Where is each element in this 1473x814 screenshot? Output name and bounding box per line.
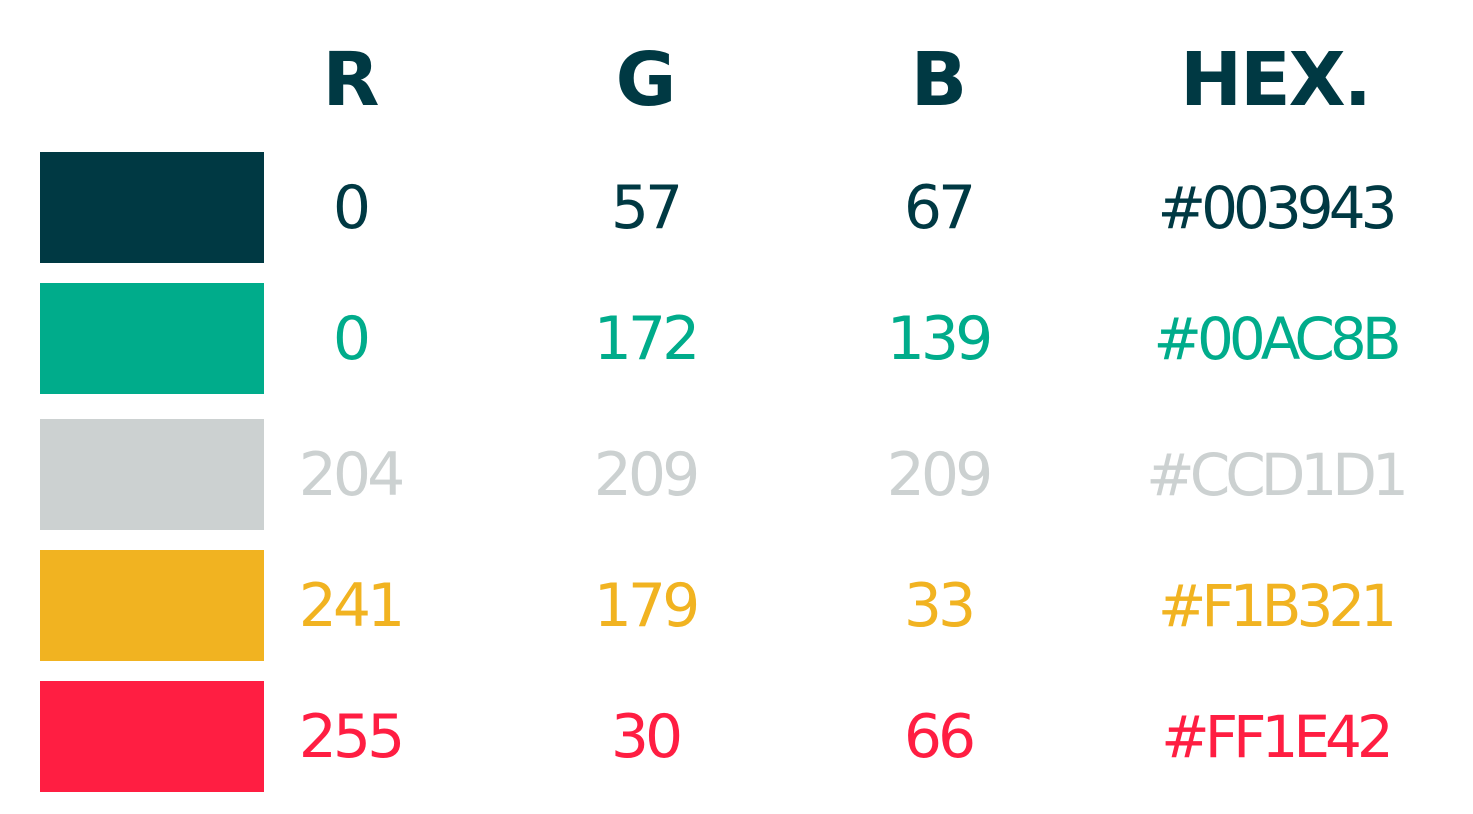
header-hex: HEX. (1180, 37, 1372, 123)
header-b: B (910, 37, 967, 123)
b-value: 33 (903, 570, 976, 641)
hex-value: #FF1E42 (1161, 702, 1394, 771)
hex-value: #00AC8B (1153, 304, 1401, 373)
g-value: 30 (610, 701, 683, 772)
color-swatch (40, 419, 264, 530)
g-value: 209 (593, 439, 701, 510)
b-value: 66 (903, 701, 976, 772)
r-value: 204 (298, 439, 406, 510)
color-row: 0 172 139 #00AC8B (0, 283, 1473, 394)
g-value: 172 (593, 303, 701, 374)
header-r: R (322, 37, 380, 123)
b-value: 209 (886, 439, 994, 510)
r-value: 0 (332, 303, 371, 374)
g-value: 179 (593, 570, 701, 641)
b-value: 67 (903, 172, 976, 243)
color-row: 0 57 67 #003943 (0, 152, 1473, 263)
color-swatch (40, 681, 264, 792)
color-row: 241 179 33 #F1B321 (0, 550, 1473, 661)
color-swatch (40, 152, 264, 263)
hex-value: #CCD1D1 (1146, 440, 1409, 509)
r-value: 241 (298, 570, 406, 641)
hex-value: #003943 (1157, 173, 1397, 242)
r-value: 0 (332, 172, 371, 243)
color-swatch (40, 283, 264, 394)
r-value: 255 (298, 701, 406, 772)
hex-value: #F1B321 (1157, 571, 1397, 640)
header-g: G (615, 37, 677, 123)
color-swatch (40, 550, 264, 661)
color-row: 204 209 209 #CCD1D1 (0, 419, 1473, 530)
color-row: 255 30 66 #FF1E42 (0, 681, 1473, 792)
b-value: 139 (886, 303, 994, 374)
g-value: 57 (610, 172, 683, 243)
